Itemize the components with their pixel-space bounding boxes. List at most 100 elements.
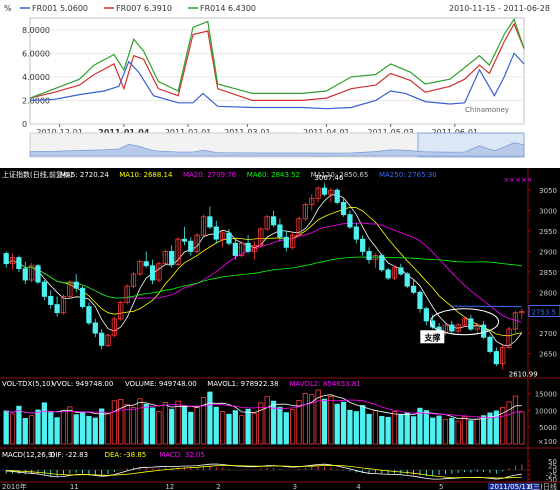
volume-bar: [315, 389, 321, 445]
ma-line-5: [6, 194, 523, 347]
volume-bar: [264, 396, 270, 445]
volume-bar: [188, 411, 194, 445]
date-axis-label: 2010年: [2, 482, 27, 490]
volume-bar: [149, 407, 156, 445]
volume-bar: [124, 404, 130, 445]
candle-down: [340, 202, 347, 216]
macd-tick-label: 50: [548, 458, 557, 466]
rate-legend-value: 5.0600: [60, 4, 88, 13]
candle-down: [423, 308, 429, 322]
volume-bar: [137, 398, 143, 445]
candle-up: [29, 265, 35, 281]
candle-down: [73, 281, 79, 289]
volume-bar: [360, 405, 366, 445]
candle-up: [461, 318, 468, 326]
candle-down: [188, 240, 194, 252]
price-tick-label: 2850: [539, 269, 557, 277]
candle-down: [385, 269, 391, 279]
vol-title: VOL-TDX(5,10): [2, 380, 54, 388]
candle-down: [3, 253, 9, 265]
date-axis-label: 11: [70, 483, 79, 490]
macd-title: MACD(12,26,9): [2, 451, 55, 459]
date-axis: 2010年 11 12 2 3 4 5 2011/05/11(三)6 日线: [0, 481, 560, 490]
price-tick-label: 3000: [539, 208, 557, 216]
volume-bar: [143, 403, 149, 445]
candle-down: [404, 273, 410, 287]
candle-up: [251, 244, 258, 252]
current-price-box: [528, 304, 560, 317]
volume-bar: [3, 410, 9, 445]
candle-title: 上证指数(日线,前复权): [2, 170, 73, 179]
candle-annotations: 3067.46 2610.99 2753.5 支撑 ×××××: [314, 174, 560, 379]
volume-bar: [86, 415, 92, 445]
macd-tick-label: -50: [546, 476, 557, 484]
candle-down: [398, 267, 404, 275]
volume-bar: [79, 411, 86, 445]
vol-legend-item: VOLUME: 949748.00: [125, 380, 197, 388]
rate-y-tick-label: 4.0000: [22, 73, 50, 82]
volume-bar: [41, 402, 48, 445]
candle-up: [124, 285, 130, 303]
volume-bar: [302, 392, 309, 445]
candle-down: [232, 242, 238, 256]
candle-down: [92, 322, 98, 334]
candle-down: [270, 216, 277, 226]
macd-lines: [6, 463, 522, 480]
volume-bar: [16, 405, 22, 445]
rate-legend: FR001 5.0600 FR007 6.3910 FR014 6.4300: [20, 4, 256, 13]
candle-down: [169, 251, 175, 265]
volume-bar: [493, 410, 499, 445]
candle-up: [315, 187, 321, 199]
rate-legend-name: FR014: [200, 4, 225, 13]
volume-bar: [449, 417, 455, 445]
candle-down: [245, 242, 251, 252]
rate-y-tick-label: 0: [22, 120, 27, 129]
candle-down: [149, 265, 156, 281]
candle-down: [143, 261, 149, 267]
price-tick-label: 2650: [539, 351, 557, 359]
volume-bar: [398, 414, 404, 445]
rate-legend-name: FR007: [116, 4, 141, 13]
volume-bar: [54, 417, 60, 445]
candle-down: [334, 189, 340, 203]
price-tick-label: 2950: [539, 228, 557, 236]
volume-bar: [309, 394, 315, 445]
vol-legend-item: MAVOL2: 854653.81: [289, 380, 360, 388]
candle-down: [493, 351, 499, 365]
candle-down: [79, 287, 86, 307]
candle-down: [22, 268, 28, 281]
rate-grid: 0 2.0000 4.0000 6.0000 8.0000: [22, 17, 525, 129]
volume-bar: [379, 415, 385, 445]
rate-date-range: 2010-11-15 - 2011-06-28: [449, 4, 550, 13]
candle-up: [474, 324, 480, 330]
candle-down: [360, 238, 366, 252]
candle-up: [194, 234, 200, 252]
volume-bar: [251, 412, 258, 445]
volume-bar: [423, 410, 429, 445]
volume-bar: [296, 400, 302, 445]
volume-bar: [29, 415, 35, 445]
price-tick-label: 2900: [539, 248, 557, 256]
volume-bar: [290, 409, 296, 445]
candle-down: [48, 295, 54, 305]
candle-down: [410, 285, 417, 293]
candle-down: [277, 224, 283, 238]
high-price-label: 3067.46: [314, 174, 343, 182]
volume-bar: [366, 413, 372, 445]
volume-bar: [442, 419, 449, 445]
candle-up: [309, 197, 315, 205]
candle-up: [506, 328, 512, 348]
vol-tick-label: 5000: [539, 424, 557, 432]
date-axis-label: 4: [356, 483, 361, 490]
volume-bar: [175, 400, 181, 445]
rate-line-fr007: [29, 22, 525, 101]
macd-tick-label: 0: [553, 467, 557, 475]
candle-down: [181, 238, 188, 242]
volume-ma-lines: [6, 394, 522, 420]
date-axis-label: 2: [216, 483, 220, 490]
volume-bar: [334, 403, 340, 445]
volume-bar: [258, 402, 264, 445]
volume-bar: [245, 408, 251, 445]
candle-up: [391, 267, 398, 279]
